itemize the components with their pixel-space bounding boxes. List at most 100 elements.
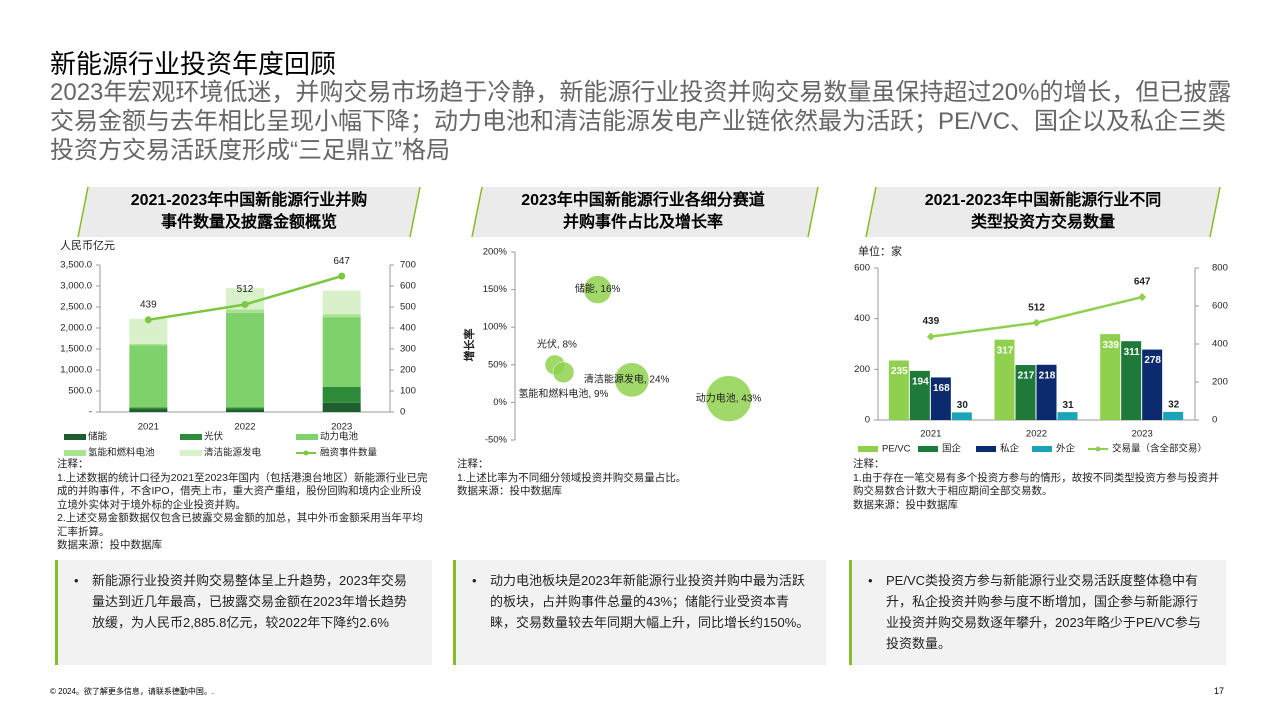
y-tick-label: -50% bbox=[485, 435, 508, 446]
band-edge bbox=[409, 186, 421, 238]
line-marker bbox=[926, 332, 935, 341]
y-tick-label: 3,000.0 bbox=[60, 281, 92, 292]
bar bbox=[951, 412, 972, 420]
y2-tick-label: 800 bbox=[1212, 263, 1228, 274]
y2-tick-label: 200 bbox=[400, 365, 416, 376]
title-bands bbox=[77, 186, 1221, 238]
note-line: 1.上述数据的统计口径为2021至2023年国内（包括港澳台地区）新能源行业已完… bbox=[57, 471, 428, 511]
bar bbox=[909, 370, 930, 420]
y-axis-label: 单位：家 bbox=[858, 244, 902, 258]
legend-swatch bbox=[64, 450, 86, 456]
legend-label: 外企 bbox=[1056, 443, 1076, 455]
note-line: 注释： bbox=[853, 458, 885, 470]
bar bbox=[930, 377, 951, 420]
bar-label: 194 bbox=[912, 376, 929, 387]
y2-tick-label: 100 bbox=[400, 386, 416, 397]
note-line: 注释： bbox=[57, 458, 89, 470]
note-line: 注释： bbox=[457, 458, 489, 470]
y-tick-label: 0% bbox=[493, 397, 507, 408]
y-tick-label: 400 bbox=[854, 313, 870, 324]
band-edge bbox=[1209, 186, 1221, 238]
bubble bbox=[583, 275, 612, 304]
legend-swatch bbox=[918, 446, 938, 452]
legend-swatch bbox=[303, 450, 309, 456]
band-bg bbox=[866, 187, 1220, 237]
bar bbox=[226, 407, 264, 410]
bar-label: 311 bbox=[1124, 347, 1141, 358]
bar-label: 31 bbox=[1062, 400, 1074, 411]
bubble-label: 动力电池, 43% bbox=[696, 391, 762, 404]
bar bbox=[226, 288, 264, 310]
title-line: 2021-2023年中国新能源行业并购 bbox=[130, 192, 368, 209]
bar-label: 218 bbox=[1039, 370, 1056, 381]
y2-tick-label: 400 bbox=[1212, 339, 1228, 350]
line-label: 647 bbox=[333, 256, 350, 267]
legend-label: 私企 bbox=[1000, 443, 1020, 455]
bar-label: 317 bbox=[997, 345, 1014, 356]
y-tick-label: 1,000.0 bbox=[60, 365, 92, 376]
y-tick-label: 200% bbox=[483, 247, 508, 258]
legend-label: 动力电池 bbox=[320, 431, 359, 443]
line-label: 439 bbox=[922, 316, 939, 327]
bullet-text: 动力电池板块是2023年新能源行业投资并购中最为活跃的板块，占并购事件总量的43… bbox=[490, 573, 810, 630]
notes: 注释： 1.由于存在一笔交易有多个投资方参与的情形，故按不同类型投资方参与投资并购… bbox=[853, 458, 1228, 512]
bar-label: 217 bbox=[1018, 371, 1035, 382]
bar bbox=[1057, 412, 1078, 420]
bubble-label: 光伏, 8% bbox=[537, 337, 577, 350]
line-marker bbox=[338, 272, 346, 280]
bullet-box: 动力电池板块是2023年新能源行业投资并购中最为活跃的板块，占并购事件总量的43… bbox=[453, 560, 826, 665]
bubble bbox=[614, 362, 650, 398]
legend-swatch bbox=[1032, 446, 1052, 452]
note-line: 数据来源：投中数据库 bbox=[853, 498, 958, 511]
line-label: 439 bbox=[140, 299, 157, 310]
line-label: 512 bbox=[1028, 302, 1045, 313]
line-marker bbox=[144, 316, 152, 324]
title-line: 2021-2023年中国新能源行业不同 bbox=[924, 192, 1162, 209]
subtitle: 2023年宏观环境低迷，并购交易市场趋于冷静，新能源行业投资并购交易数量虽保持超… bbox=[50, 79, 1232, 164]
y2-tick-label: 300 bbox=[400, 344, 416, 355]
legend-label: 氢能和燃料电池 bbox=[88, 447, 155, 459]
y-tick-label: 3,500.0 bbox=[60, 260, 92, 271]
band-edge bbox=[807, 186, 819, 238]
bar bbox=[226, 312, 264, 408]
x-tick-label: 2022 bbox=[234, 422, 255, 433]
note-line: 1.上述比率为不同细分领域投资并购交易量占比。 bbox=[457, 471, 687, 484]
y-tick-label: 0 bbox=[865, 415, 870, 426]
y-tick-label: 50% bbox=[488, 359, 508, 370]
notes: 注释： 1.上述比率为不同细分领域投资并购交易量占比。 数据来源：投中数据库 bbox=[457, 458, 832, 499]
bar bbox=[322, 402, 361, 412]
title: 新能源行业投资年度回顾 bbox=[50, 49, 337, 79]
note-line: 数据来源：投中数据库 bbox=[457, 485, 562, 497]
note-line: 1.由于存在一笔交易有多个投资方参与的情形，故按不同类型投资方参与投资并购交易数… bbox=[853, 471, 1219, 498]
bar bbox=[129, 343, 168, 346]
y2-tick-label: 600 bbox=[1212, 301, 1228, 312]
bullet-text: PE/VC类投资方参与新能源行业交易活跃度整体稳中有升，私企投资并购参与度不断增… bbox=[886, 573, 1201, 651]
band-edge bbox=[471, 186, 483, 238]
bar bbox=[322, 314, 361, 318]
bar bbox=[129, 407, 168, 410]
note-line: 2.上述交易金额数据仅包含已披露交易金额的加总，其中外币金额采用当年平均汇率折算… bbox=[57, 512, 423, 538]
legend-swatch bbox=[296, 434, 318, 440]
y2-tick-label: 500 bbox=[400, 302, 416, 313]
y-axis-label: 人民币亿元 bbox=[60, 239, 115, 252]
y2-tick-label: 0 bbox=[400, 407, 405, 418]
bar bbox=[1121, 341, 1142, 420]
bar bbox=[1100, 334, 1121, 420]
bar bbox=[322, 290, 361, 315]
bar bbox=[1163, 411, 1184, 420]
title-line: 类型投资方交易数量 bbox=[970, 214, 1115, 231]
y2-tick-label: 200 bbox=[1212, 377, 1228, 388]
x-tick-label: 2023 bbox=[331, 422, 352, 433]
y-tick-label: 200 bbox=[854, 364, 870, 375]
bar bbox=[322, 386, 361, 403]
legend-swatch bbox=[858, 446, 878, 452]
legend-swatch bbox=[180, 450, 202, 456]
band-edge bbox=[865, 186, 877, 238]
y-tick-label: 2,500.0 bbox=[60, 302, 92, 313]
bar bbox=[226, 309, 264, 313]
line-label: 647 bbox=[1134, 277, 1151, 288]
bubble bbox=[552, 361, 575, 384]
bullet-box: 新能源行业投资并购交易整体呈上升趋势，2023年交易量达到近几年最高，已披露交易… bbox=[55, 560, 432, 665]
bar bbox=[1036, 364, 1057, 420]
